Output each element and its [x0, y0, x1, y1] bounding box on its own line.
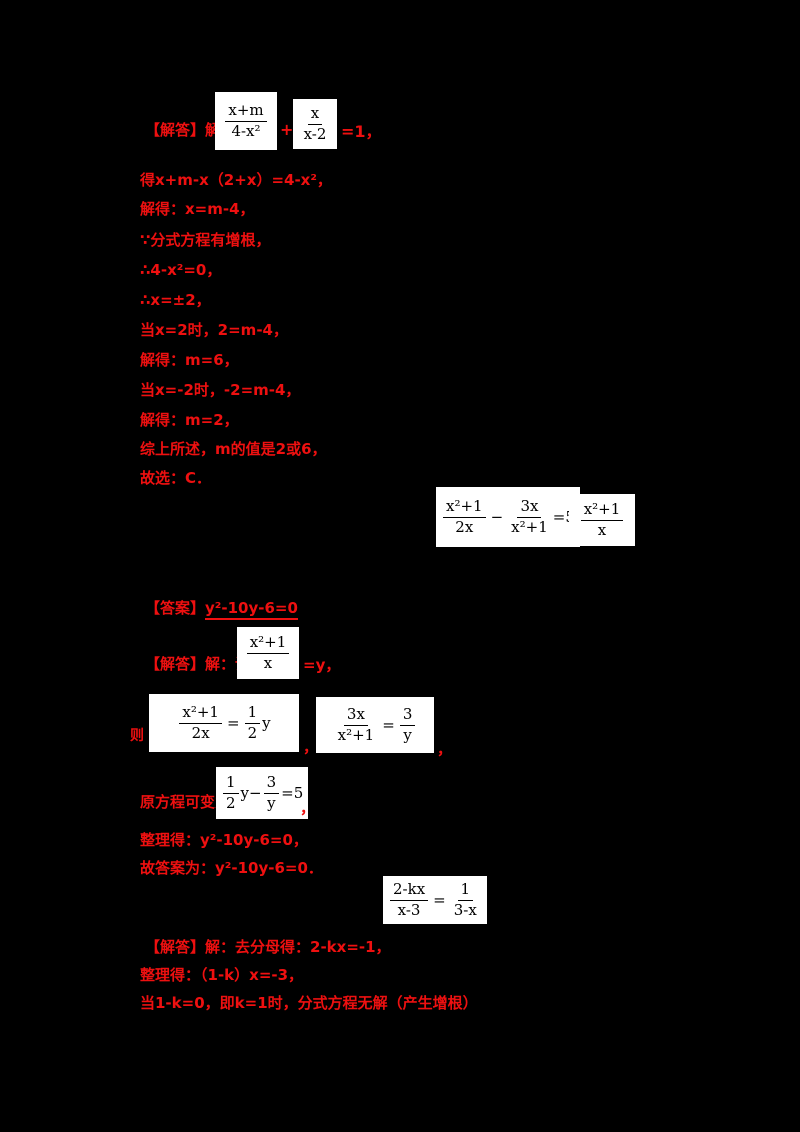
- step-line: ∴4-x²=0，: [140, 261, 222, 279]
- fraction: x²+1 2x: [179, 704, 222, 742]
- formula-box-half-y: x²+1 2x = 1 2 y: [149, 694, 299, 752]
- step-line: 当x=-2时，-2=m-4，: [140, 381, 301, 399]
- fraction: 1 2: [223, 774, 239, 812]
- y-variable: y: [262, 714, 271, 732]
- formula-box-substitution-expr2: x²+1 x: [237, 627, 299, 679]
- simplify-line: 整理得：y²-10y-6=0，: [140, 831, 308, 849]
- final-answer-line: 故答案为：y²-10y-6=0．: [140, 859, 323, 877]
- fraction: x+m 4-x²: [225, 102, 267, 140]
- fraction: x²+1 x: [580, 501, 624, 539]
- equals-five: =5: [281, 784, 304, 802]
- solution2-head: 【解答】解：设: [145, 655, 251, 673]
- formula-box-x+m-over-4-x2: x+m 4-x²: [215, 92, 277, 150]
- equals-sign: =: [226, 714, 240, 732]
- step-line: 整理得：（1-k）x=-3，: [140, 966, 304, 984]
- fraction: 1 2: [244, 704, 261, 742]
- fraction: 3 y: [399, 706, 416, 744]
- fraction: 3 y: [263, 774, 280, 812]
- step-line: 解得：m=6，: [140, 351, 239, 369]
- comma: ，: [437, 740, 453, 758]
- fraction: x²+1 2x: [443, 498, 486, 536]
- formula-box-main-equation: x²+1 2x − 3x x²+1 =5: [436, 487, 580, 547]
- formula-box-kx-equation: 2-kx x-3 = 1 3-x: [383, 876, 487, 924]
- fraction: x x-2: [303, 104, 327, 143]
- answer-choice-line: 故选：C．: [140, 469, 212, 487]
- step-line: ∵分式方程有增根，: [140, 231, 271, 249]
- step-line: 得x+m-x（2+x）=4-x²，: [140, 171, 332, 189]
- answer-formula: y²-10y-6=0: [205, 599, 298, 620]
- plus-sign: +: [280, 120, 294, 139]
- formula-box-x-over-x-2: x x-2: [293, 99, 337, 149]
- equals-sign: =: [433, 891, 446, 909]
- comma: ，: [303, 738, 319, 756]
- minus-sign: −: [490, 508, 504, 526]
- step-line: 【解答】解：去分母得：2-kx=-1，: [145, 938, 391, 956]
- comma: ，: [300, 799, 316, 817]
- then-label: 则: [130, 728, 144, 744]
- step-line: ∴x=±2，: [140, 291, 211, 309]
- step-line: 解得：m=2，: [140, 411, 239, 429]
- formula-box-y-equation: 1 2 y− 3 y =5: [216, 767, 309, 819]
- formula-box-substitution-expr: x²+1 x: [569, 494, 635, 546]
- fraction: 3x x²+1: [337, 705, 375, 744]
- step-line: 当x=2时，2=m-4，: [140, 321, 288, 339]
- equals-y: =y，: [303, 656, 341, 674]
- fraction: 1 3-x: [453, 880, 477, 919]
- formula-box-3-over-y: 3x x²+1 = 3 y: [316, 697, 434, 753]
- equals-one: =1，: [341, 122, 382, 141]
- fraction: x²+1 x: [246, 634, 290, 672]
- step-line: 当1-k=0，即k=1时，分式方程无解（产生增根）: [140, 994, 478, 1012]
- equals-sign: =: [382, 716, 395, 734]
- step-line: 解得：x=m-4，: [140, 200, 255, 218]
- solution1-head: 【解答】解：: [145, 121, 236, 139]
- answer-label: 【答案】: [145, 599, 206, 617]
- transform-label: 原方程可变为: [140, 793, 231, 811]
- y-minus: y−: [240, 784, 262, 802]
- step-line: 综上所述，m的值是2或6，: [140, 440, 327, 458]
- fraction: 3x x²+1: [511, 497, 548, 536]
- answer-line: 【答案】y²-10y-6=0: [145, 599, 298, 620]
- fraction: 2-kx x-3: [390, 881, 429, 919]
